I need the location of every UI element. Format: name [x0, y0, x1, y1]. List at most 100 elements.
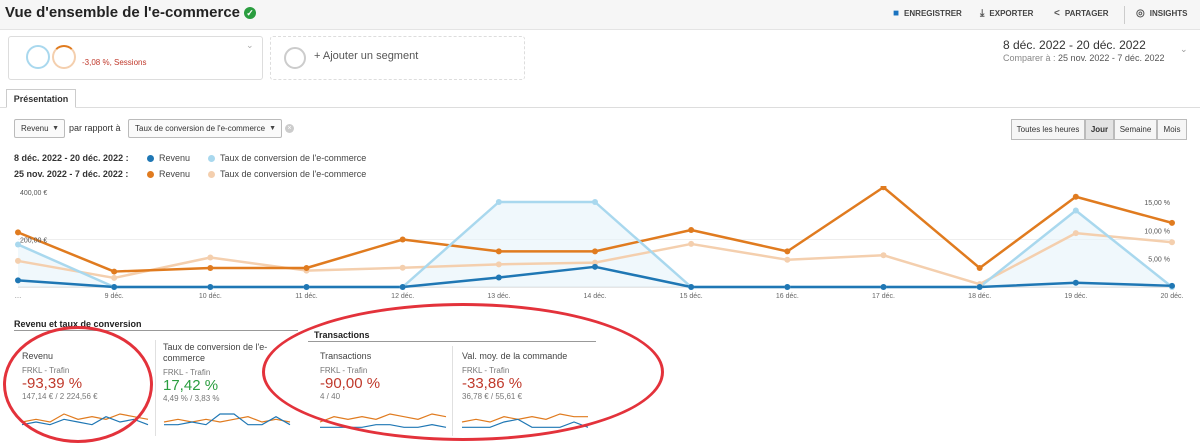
data-point-current-revenue — [15, 277, 21, 284]
insights-button[interactable]: ◎ INSIGHTS — [1136, 8, 1188, 19]
group-title-revenue: Revenu et taux de conversion — [14, 319, 142, 329]
data-point-previous-conversion — [495, 261, 502, 268]
header-divider — [1124, 6, 1125, 24]
legend-current-conversion[interactable]: Taux de conversion de l'e-commerce — [208, 153, 366, 163]
legend-dot-icon — [208, 154, 215, 162]
data-point-previous-conversion — [399, 264, 406, 271]
data-point-previous-revenue — [111, 268, 118, 275]
card-divider — [452, 346, 453, 436]
granularity-day-button[interactable]: Jour — [1085, 119, 1114, 140]
sparkline-previous — [319, 413, 447, 423]
verified-check-icon: ✓ — [244, 7, 257, 19]
data-point-previous-revenue — [688, 227, 695, 233]
x-tick-label: 19 déc. — [1064, 293, 1087, 300]
segment-card[interactable] — [8, 36, 263, 80]
data-point-previous-revenue — [880, 186, 887, 191]
scorecard-transactions[interactable]: Transactions FRKL - Trafin -90,00 % 4 / … — [320, 351, 448, 401]
group-divider — [308, 341, 596, 342]
legend-previous-range: 25 nov. 2022 - 7 déc. 2022 : — [14, 169, 129, 179]
by-label: par rapport à — [69, 123, 121, 133]
metric-value: -93,39 % — [22, 375, 83, 392]
data-point-previous-revenue — [976, 265, 983, 271]
metric-value: -90,00 % — [320, 375, 381, 392]
data-point-current-revenue — [303, 284, 310, 290]
legend-dot-icon — [147, 154, 154, 162]
granularity-week-button[interactable]: Semaine — [1114, 119, 1157, 140]
y-right-tick-label: 15,00 % — [1144, 200, 1170, 207]
data-point-previous-revenue — [592, 248, 598, 255]
x-tick-label: 10 déc. — [199, 293, 222, 300]
tab-divider — [0, 107, 1200, 108]
data-point-previous-conversion — [784, 256, 791, 263]
segment-summary: -3,08 %, Sessions — [82, 58, 147, 67]
floppy-disk-icon: ■ — [893, 8, 900, 19]
data-point-current-revenue — [784, 284, 791, 290]
save-button[interactable]: ■ ENREGISTRER — [893, 8, 962, 19]
x-tick-label: … — [15, 293, 22, 300]
caret-down-icon: ▼ — [269, 125, 276, 132]
sparkline-current — [462, 418, 589, 428]
chevron-down-icon[interactable]: ⌄ — [246, 40, 254, 50]
x-tick-label: 14 déc. — [584, 293, 607, 300]
y-right-tick-label: 5,00 % — [1148, 257, 1170, 264]
page-title: Vue d'ensemble de l'e-commerce ✓ — [5, 4, 257, 21]
legend-dot-icon — [147, 170, 154, 178]
x-tick-label: 16 déc. — [776, 293, 799, 300]
caret-down-icon: ▼ — [52, 125, 59, 132]
legend-dot-icon — [208, 170, 215, 178]
segment-ring-previous-icon — [52, 45, 76, 69]
add-segment-card[interactable] — [270, 36, 525, 80]
data-point-previous-revenue — [1072, 193, 1079, 200]
data-point-previous-conversion — [1072, 230, 1079, 237]
metric-value: -33,86 % — [462, 375, 523, 392]
metric2-select[interactable]: Taux de conversion de l'e-commerce ▼ — [128, 119, 282, 138]
granularity-month-button[interactable]: Mois — [1157, 119, 1187, 140]
granularity-hourly-button[interactable]: Toutes les heures — [1011, 119, 1085, 140]
data-point-previous-revenue — [207, 265, 214, 271]
data-point-previous-conversion — [592, 259, 598, 266]
legend-previous-revenue[interactable]: Revenu — [147, 169, 190, 179]
data-point-current-revenue — [1169, 282, 1175, 289]
x-tick-label: 9 déc. — [105, 293, 124, 300]
sparkline-current — [164, 413, 291, 426]
data-point-current-revenue — [207, 284, 214, 290]
x-tick-label: 20 déc. — [1161, 293, 1184, 300]
data-point-previous-conversion — [688, 240, 695, 247]
data-point-current-revenue — [592, 263, 598, 270]
data-point-current-revenue — [880, 284, 887, 290]
date-chevron-icon[interactable]: ⌄ — [1180, 44, 1188, 54]
export-button[interactable]: ⤓ EXPORTER — [980, 8, 1034, 19]
data-point-current-revenue — [495, 274, 502, 281]
data-point-current-revenue — [1072, 279, 1079, 286]
legend-current-revenue[interactable]: Revenu — [147, 153, 190, 163]
metric-value: 17,42 % — [163, 377, 219, 394]
add-segment-label[interactable]: + Ajouter un segment — [314, 50, 419, 62]
data-point-previous-revenue — [784, 248, 791, 255]
scorecard-conversion[interactable]: Taux de conversion de l'e-commerce FRKL … — [163, 342, 291, 403]
tab-presentation[interactable]: Présentation — [6, 89, 76, 108]
scorecard-revenue[interactable]: Revenu FRKL - Trafin -93,39 % 147,14 € /… — [22, 351, 150, 401]
compare-range[interactable]: Comparer à : 25 nov. 2022 - 7 déc. 2022 — [1003, 53, 1165, 63]
line-chart: … 9 déc. 10 déc. 11 déc. 12 déc. 13 déc. 14 dé… — [15, 186, 1184, 300]
data-point-current-revenue — [399, 284, 406, 290]
data-point-current-conversion — [15, 241, 21, 248]
metric1-select[interactable]: Revenu ▼ — [14, 119, 65, 138]
share-button[interactable]: < PARTAGER — [1054, 8, 1109, 19]
group-divider — [14, 330, 298, 331]
x-tick-label: 11 déc. — [295, 293, 317, 300]
legend-previous-conversion[interactable]: Taux de conversion de l'e-commerce — [208, 169, 366, 179]
clear-icon[interactable]: × — [285, 124, 294, 133]
data-point-previous-revenue — [399, 236, 406, 243]
date-range[interactable]: 8 déc. 2022 - 20 déc. 2022 — [1003, 38, 1146, 52]
segment-ring-current-icon — [26, 45, 50, 69]
scorecard-avg-order-value[interactable]: Val. moy. de la commande FRKL - Trafin -… — [462, 351, 592, 401]
data-point-previous-conversion — [111, 274, 118, 281]
x-tick-label: 18 déc. — [968, 293, 991, 300]
top-bar — [0, 0, 1200, 30]
data-point-current-conversion — [1072, 207, 1079, 214]
x-tick-label: 12 déc. — [391, 293, 414, 300]
data-point-current-revenue — [688, 284, 695, 290]
sparkline-current — [21, 416, 149, 426]
card-divider — [155, 340, 156, 436]
sparkline-current — [320, 424, 447, 428]
